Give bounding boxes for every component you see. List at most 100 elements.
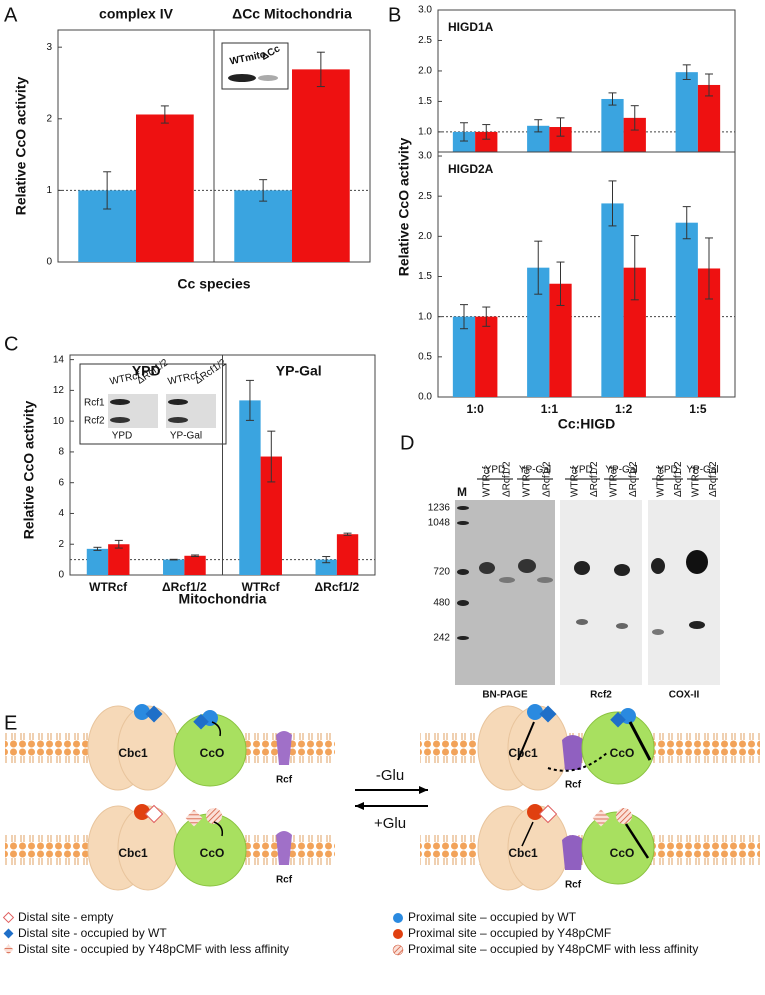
y-tick-label: 1 [46, 185, 52, 196]
rcf-label: Rcf [276, 875, 293, 886]
error-bar [103, 171, 112, 210]
error-bar [259, 179, 268, 202]
gel-label: M [457, 485, 467, 499]
gel-condition: YP-Gal [519, 465, 551, 476]
subplot-title: HIGD2A [448, 162, 494, 176]
gel-condition: YPD [657, 465, 678, 476]
subplot-title: HIGD1A [448, 20, 494, 34]
legend-item: Distal site - empty [18, 910, 113, 924]
y-tick-label: 1.5 [418, 271, 432, 282]
x-axis-label: Cc:HIGD [558, 416, 616, 432]
bar [239, 400, 261, 575]
error-bar [608, 180, 617, 227]
panel-label: A [4, 4, 18, 26]
complex-label: Cbc1 [508, 846, 538, 860]
panel-label: C [4, 333, 18, 355]
gel-title: COX-II [669, 690, 700, 701]
inset-label: YPD [112, 431, 133, 442]
arrow-label: +Glu [374, 815, 406, 832]
error-bar [459, 122, 468, 142]
y-axis-label: Relative CcO activity [21, 401, 37, 540]
y-tick-label: 4 [58, 508, 64, 519]
legend: Distal site - empty Distal site - occupi… [2, 910, 698, 956]
y-tick-label: 2 [46, 113, 52, 124]
bar [623, 117, 646, 152]
complex-label: Cbc1 [508, 746, 538, 760]
gel-marker: 1048 [428, 518, 451, 529]
bar [623, 267, 646, 397]
y-axis-label: Relative CcO activity [13, 77, 29, 216]
error-bar [482, 124, 491, 140]
bar [549, 283, 572, 397]
gel-lane: ΔRcf1/2 [502, 461, 513, 497]
y-tick-label: 0 [46, 257, 52, 268]
rcf-label: Rcf [276, 775, 293, 786]
panel-label: E [4, 712, 17, 734]
bar [108, 544, 130, 575]
bar [475, 316, 498, 397]
diagram: -Glu +Glu Cbc1 CcO Cbc1 CcO Cbc1 CcO Cbc… [5, 704, 760, 891]
legend-item: Distal site - occupied by WT [18, 926, 167, 940]
plot-frame [437, 151, 736, 398]
y-tick-label: 3 [46, 42, 52, 53]
y-tick-label: 10 [53, 416, 65, 427]
bar [697, 268, 721, 397]
y-axis-label: Relative CcO activity [396, 138, 412, 277]
y-tick-label: 2.5 [418, 191, 432, 202]
error-bar [630, 105, 639, 131]
inset-label: YP-Gal [170, 431, 202, 442]
error-bar [682, 64, 691, 80]
error-bar [534, 119, 543, 133]
error-bar [191, 554, 200, 558]
complex-label: CcO [610, 746, 635, 760]
error-bar [169, 558, 178, 561]
x-tick-label: 1:2 [615, 402, 633, 416]
bar [86, 548, 109, 575]
legend-item: Proximal site – occupied by WT [408, 910, 577, 924]
gel-title: BN-PAGE [482, 690, 528, 701]
gel-lane: WTRcf [482, 466, 493, 497]
y-tick-label: 1.5 [418, 96, 432, 107]
gel-lane: ΔRcf1/2 [673, 461, 684, 497]
gel-lane: WTRcf [655, 466, 666, 497]
gel-condition: YPD [572, 465, 593, 476]
gel-lane: ΔRcf1/2 [542, 461, 553, 497]
bar [163, 559, 185, 575]
gel-condition: YP-Gal [605, 465, 637, 476]
error-bar [114, 539, 123, 549]
error-bar [245, 379, 254, 421]
legend-item: Proximal site – occupied by Y48pCMF with… [408, 942, 698, 956]
gel-lane: WTRcf [522, 466, 533, 497]
x-tick-label: ΔRcf1/2 [162, 580, 207, 594]
bar [697, 84, 721, 152]
y-tick-label: 3.0 [418, 151, 432, 162]
error-bar [343, 532, 352, 536]
complex-label: CcO [200, 746, 225, 760]
bar [601, 203, 624, 397]
y-tick-label: 14 [53, 354, 65, 365]
bar [675, 72, 698, 152]
bar [292, 69, 350, 262]
error-bar [316, 51, 325, 88]
group-label: YP-Gal [276, 363, 322, 379]
x-tick-label: WTRcf [242, 580, 281, 594]
panel-label: D [400, 432, 414, 454]
bar [601, 98, 624, 152]
error-bar [682, 206, 691, 240]
gel-marker: 480 [433, 598, 450, 609]
x-tick-label: ΔRcf1/2 [315, 580, 360, 594]
bar [136, 114, 194, 262]
error-bar [93, 546, 102, 551]
error-bar [459, 304, 468, 330]
y-tick-label: 0 [58, 570, 64, 581]
gel-marker: 720 [433, 567, 450, 578]
y-tick-label: 2.0 [418, 66, 432, 77]
complex-label: CcO [200, 846, 225, 860]
y-tick-label: 2.5 [418, 35, 432, 46]
gel-lane: ΔRcf1/2 [589, 461, 600, 497]
error-bar [556, 261, 565, 306]
y-tick-label: 0.5 [418, 351, 432, 362]
error-bar [556, 117, 565, 137]
y-tick-label: 3.0 [418, 5, 432, 16]
